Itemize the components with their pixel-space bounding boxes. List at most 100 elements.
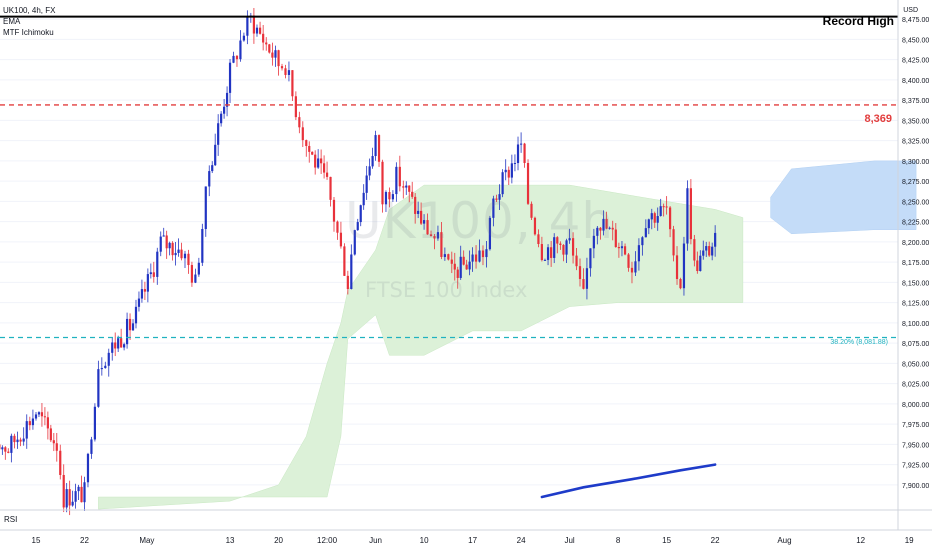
candle-body [31, 418, 35, 426]
candle-body [137, 298, 141, 307]
candle-body [194, 274, 197, 283]
legend-symbol[interactable]: UK100, 4h, FX [3, 6, 56, 15]
candle-body [208, 171, 211, 187]
candle-body [568, 238, 571, 241]
candle-body [384, 192, 388, 205]
candle-body [533, 217, 537, 235]
candle-body [711, 246, 714, 256]
legend-ema[interactable]: EMA [3, 17, 21, 26]
candle-body [686, 188, 689, 244]
candle-body [128, 318, 132, 331]
candle-body [223, 106, 226, 114]
candle-body [40, 412, 44, 417]
candle-body [149, 272, 152, 275]
candle-body [10, 435, 13, 453]
candle-body [311, 151, 314, 155]
candle-body [336, 221, 339, 233]
candle-body [183, 253, 187, 259]
price-tick-label: 8,425.00 [902, 58, 929, 65]
resistance-label: 8,369 [864, 113, 892, 125]
candle-body [614, 229, 617, 248]
chart-legend: UK100, 4h, FX EMA MTF Ichimoku [3, 5, 55, 38]
candle-body [86, 453, 90, 483]
candle-body [408, 185, 411, 192]
candle-body [456, 269, 459, 278]
candle-body [265, 42, 268, 45]
ema-path [540, 463, 717, 499]
price-tick-label: 8,375.00 [902, 98, 929, 105]
candle-body [602, 218, 605, 231]
candle-body [359, 205, 362, 223]
candle-body [523, 143, 526, 163]
candle-body [74, 491, 77, 502]
legend-ichimoku[interactable]: MTF Ichimoku [3, 28, 54, 37]
candle-body [589, 248, 592, 269]
price-tick-label: 8,200.00 [902, 240, 929, 247]
candle-body [123, 344, 126, 348]
candle-body [22, 438, 25, 442]
candle-body [693, 239, 696, 261]
candle-body [571, 238, 575, 256]
candle-body [242, 35, 245, 41]
candle-body [637, 245, 641, 262]
candle-body [353, 230, 356, 255]
candle-body [630, 267, 634, 273]
price-tick-label: 8,250.00 [902, 199, 929, 206]
time-tick-label: 12:00 [317, 536, 338, 545]
candle-body [417, 210, 420, 214]
time-tick-label: 12 [856, 536, 865, 545]
candle-body [414, 196, 417, 214]
candle-body [25, 421, 28, 439]
ichimoku-forecast-kumo [770, 160, 917, 235]
candle-body [450, 259, 453, 264]
candle-body [180, 249, 183, 259]
time-tick-label: 22 [80, 536, 89, 545]
candle-body [16, 439, 19, 443]
candle-body [252, 15, 256, 34]
candle-body [447, 254, 450, 260]
price-tick-label: 8,125.00 [902, 301, 929, 308]
candle-body [443, 254, 446, 257]
candle-body [37, 412, 41, 415]
candle-body [329, 176, 332, 200]
candle-body [168, 242, 171, 249]
candle-body [68, 489, 71, 506]
candle-body [405, 185, 408, 188]
candle-body [83, 482, 86, 503]
currency-label[interactable]: USD [903, 7, 918, 14]
candle-body [492, 198, 495, 218]
time-tick-label: 22 [711, 536, 720, 545]
time-tick-label: Jun [369, 536, 382, 545]
candle-body [220, 113, 223, 124]
candle-body [177, 249, 180, 253]
candle-body [611, 227, 614, 230]
candle-body [585, 268, 589, 289]
candle-body [708, 246, 711, 256]
candle-body [371, 156, 374, 167]
price-tick-label: 8,475.00 [902, 17, 929, 24]
candle-body [120, 338, 123, 348]
price-tick-label: 8,175.00 [902, 260, 929, 267]
candle-body [1, 447, 4, 450]
candle-body [556, 237, 559, 244]
candle-body [125, 318, 129, 345]
candle-body [197, 262, 200, 275]
candle-body [114, 342, 117, 349]
price-tick-label: 7,900.00 [902, 483, 929, 490]
time-tick-label: May [139, 536, 154, 545]
level-lines [0, 15, 898, 339]
candle-body [320, 158, 323, 164]
price-tick-label: 7,950.00 [902, 442, 929, 449]
candle-body [217, 123, 220, 145]
candle-body [100, 368, 103, 370]
price-tick-label: 8,075.00 [902, 341, 929, 348]
rsi-pane-label[interactable]: RSI [4, 515, 18, 524]
candlestick-series [0, 8, 717, 516]
candle-body [641, 237, 644, 246]
candle-body [262, 33, 265, 43]
candle-body [228, 62, 232, 93]
candle-body [507, 169, 510, 178]
candle-body [436, 232, 440, 239]
candle-body [131, 323, 135, 331]
